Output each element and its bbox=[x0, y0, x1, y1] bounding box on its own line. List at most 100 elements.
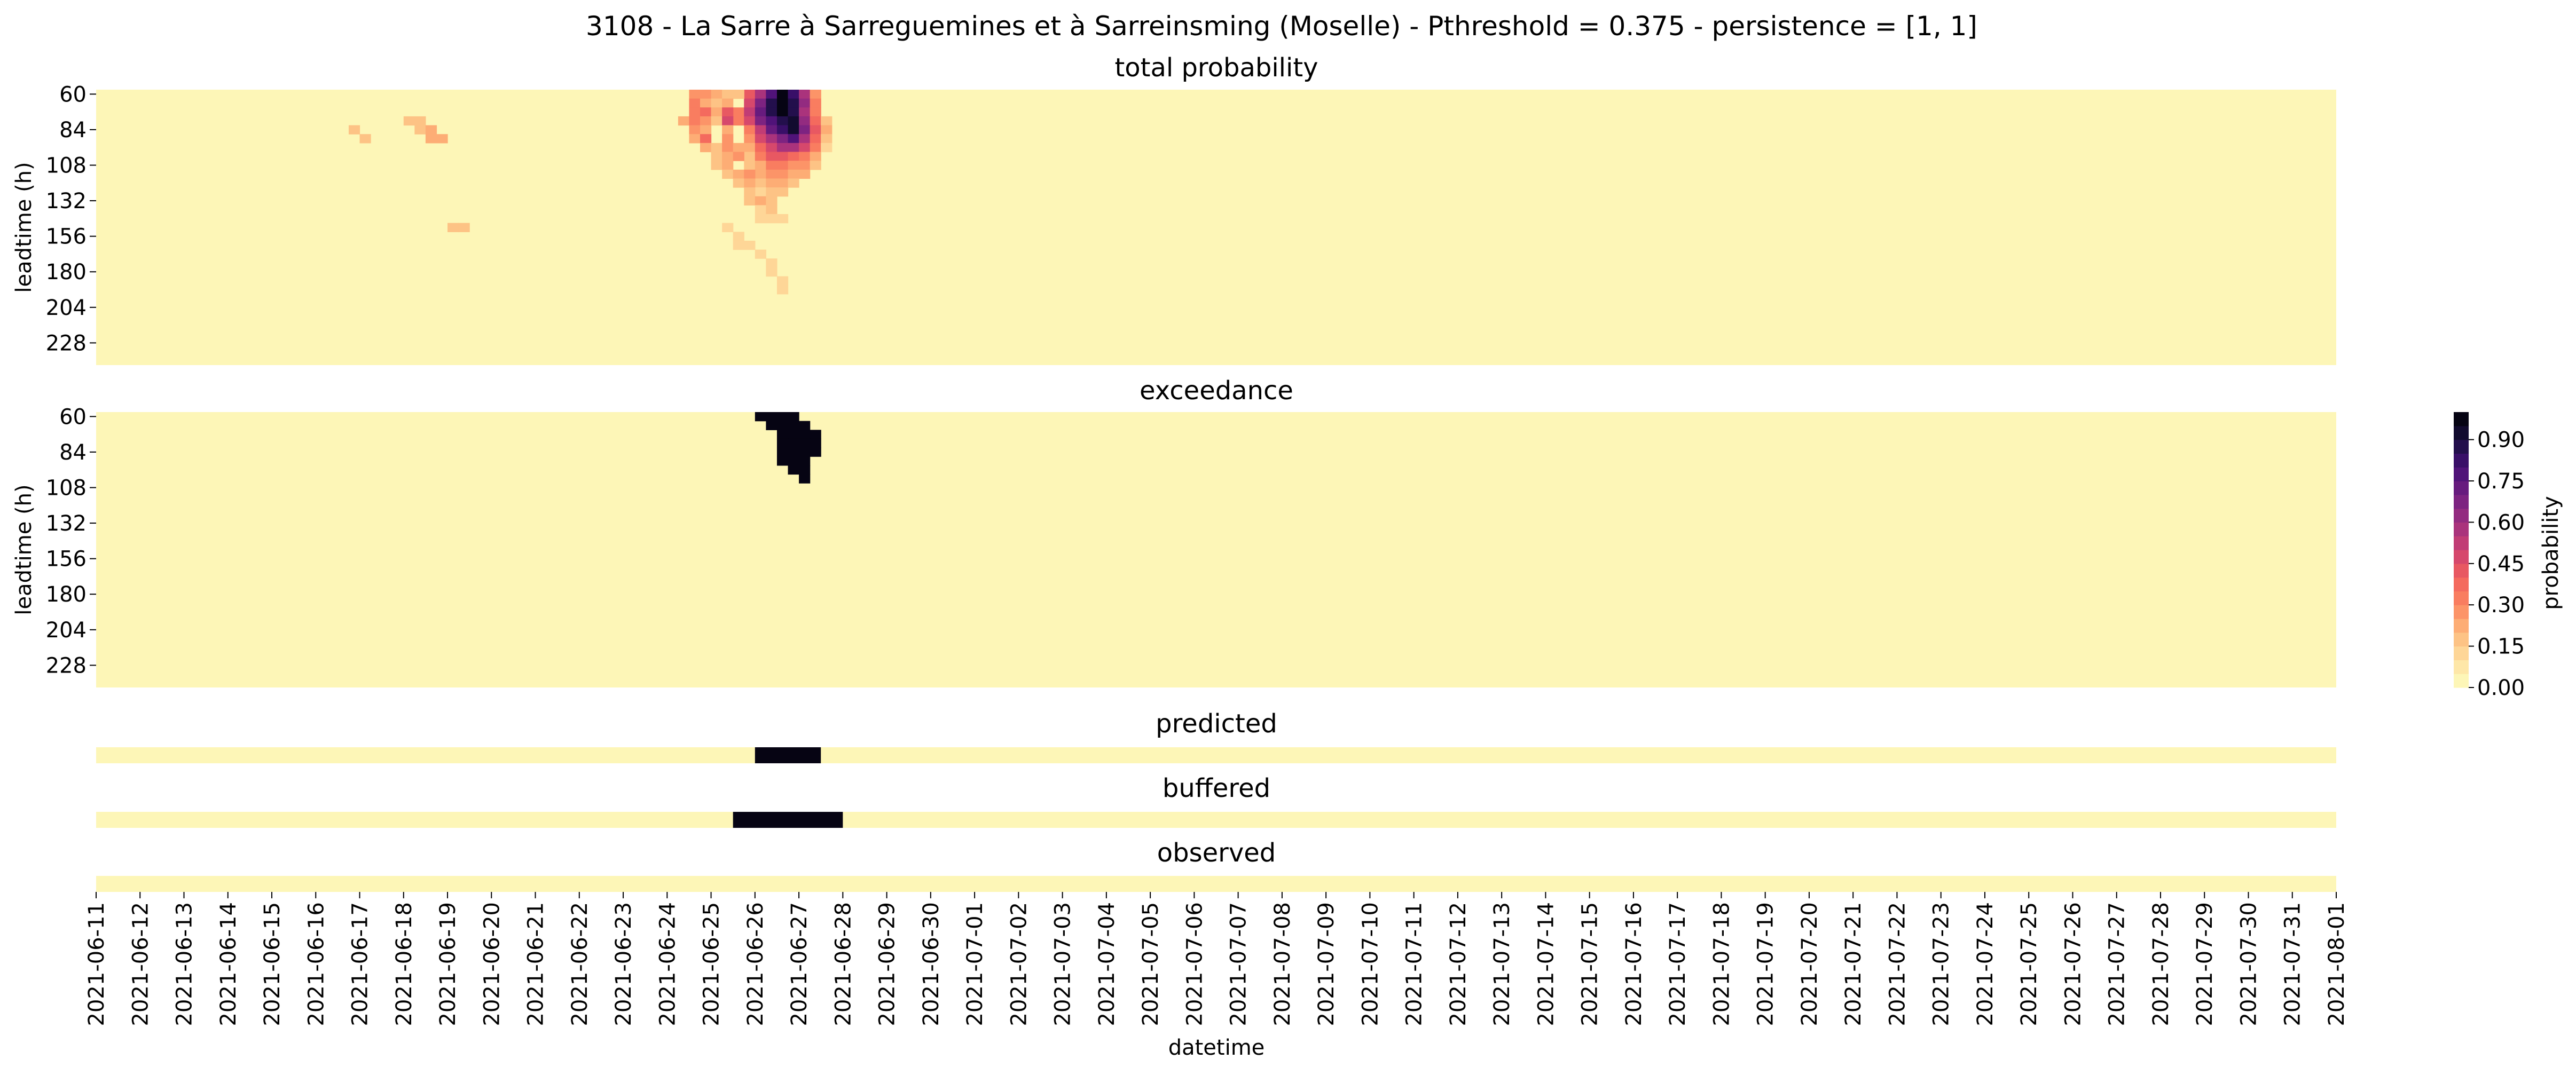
total-cell bbox=[810, 125, 821, 135]
total-cell bbox=[403, 116, 415, 126]
buffered-panel-title: buffered bbox=[1163, 773, 1270, 803]
buffered-panel: buffered bbox=[96, 773, 2336, 828]
total-cell bbox=[776, 187, 789, 197]
xtick-label: 2021-07-23 bbox=[1929, 902, 1954, 1026]
total-cell bbox=[821, 116, 833, 126]
xtick-label: 2021-07-08 bbox=[1270, 902, 1295, 1026]
total-cell bbox=[711, 116, 722, 126]
colorbar-tick-label: 0.45 bbox=[2477, 552, 2525, 576]
total-cell bbox=[414, 116, 426, 126]
exceedance-cell bbox=[755, 412, 766, 422]
total-cell bbox=[766, 90, 777, 99]
exceedance-cell bbox=[810, 438, 821, 448]
colorbar-segment bbox=[2454, 481, 2469, 495]
colorbar-segment bbox=[2454, 563, 2469, 578]
colorbar-segment bbox=[2454, 412, 2469, 426]
total-cell bbox=[788, 169, 799, 179]
total-cell bbox=[776, 285, 789, 295]
colorbar-segment bbox=[2454, 577, 2469, 591]
total-cell bbox=[766, 214, 777, 224]
colorbar-segment bbox=[2454, 591, 2469, 605]
xtick-label: 2021-06-21 bbox=[524, 902, 548, 1026]
xtick-label: 2021-06-17 bbox=[348, 902, 373, 1026]
colorbar-segment bbox=[2454, 619, 2469, 633]
colorbar-tick-label: 0.90 bbox=[2477, 428, 2525, 453]
total-cell bbox=[776, 276, 789, 286]
total-cell bbox=[744, 116, 756, 126]
ytick-label: 228 bbox=[46, 331, 87, 355]
xtick-label: 2021-07-20 bbox=[1797, 902, 1822, 1026]
total-cell bbox=[799, 161, 811, 170]
total-cell bbox=[689, 116, 701, 126]
total-cell bbox=[711, 143, 722, 153]
exceedance-cell bbox=[788, 456, 799, 466]
total-cell bbox=[711, 90, 722, 99]
total-cell bbox=[755, 169, 766, 179]
total-cell bbox=[788, 178, 799, 188]
total-cell bbox=[788, 90, 799, 99]
total-cell bbox=[776, 143, 789, 153]
exceedance-cell bbox=[776, 438, 789, 448]
total-cell bbox=[776, 134, 789, 144]
total-cell bbox=[733, 169, 744, 179]
colorbar-segment bbox=[2454, 605, 2469, 619]
total-cell bbox=[755, 143, 766, 153]
exceedance-cell bbox=[799, 456, 811, 466]
total-cell bbox=[678, 116, 690, 126]
colorbar-segment bbox=[2454, 467, 2469, 481]
total-cell bbox=[776, 90, 789, 99]
total-cell bbox=[810, 107, 821, 117]
colorbar-segment bbox=[2454, 425, 2469, 440]
observed-background bbox=[96, 876, 2336, 892]
exceedance-cell bbox=[776, 421, 789, 430]
xtick-label: 2021-06-28 bbox=[831, 902, 855, 1026]
total-cell bbox=[776, 125, 789, 135]
total-cell bbox=[700, 107, 712, 117]
total-cell bbox=[722, 169, 734, 179]
exceedance-cell bbox=[799, 465, 811, 475]
total-cell bbox=[766, 205, 777, 215]
exceedance-panel: exceedance 60 84 108 132 156 180 204 228 leadti… bbox=[12, 376, 2336, 687]
total-cell bbox=[766, 258, 777, 268]
total-cell bbox=[755, 161, 766, 170]
total-cell bbox=[766, 161, 777, 170]
total-cell bbox=[722, 223, 734, 232]
total-cell bbox=[700, 116, 712, 126]
total-cell bbox=[733, 178, 744, 188]
total-cell bbox=[766, 196, 777, 205]
ytick-label: 204 bbox=[46, 618, 87, 643]
total-cell bbox=[766, 178, 777, 188]
xtick-label: 2021-07-19 bbox=[1754, 902, 1778, 1026]
xtick-label: 2021-07-01 bbox=[963, 902, 987, 1026]
total-cell bbox=[776, 116, 789, 126]
total-cell bbox=[810, 134, 821, 144]
total-cell bbox=[755, 152, 766, 161]
exceedance-cell bbox=[788, 421, 799, 430]
xtick-label: 2021-08-01 bbox=[2324, 902, 2349, 1026]
ytick-label: 132 bbox=[46, 189, 87, 214]
total-cell bbox=[744, 152, 756, 161]
total-cell bbox=[458, 223, 470, 232]
xtick-label: 2021-06-14 bbox=[216, 902, 241, 1026]
total-cell bbox=[722, 98, 734, 108]
colorbar-segment bbox=[2454, 674, 2469, 688]
total-cell bbox=[744, 90, 756, 99]
total-cell bbox=[788, 143, 799, 153]
total-cell bbox=[755, 90, 766, 99]
xtick-label: 2021-07-21 bbox=[1841, 902, 1866, 1026]
observed-strip bbox=[96, 876, 2336, 892]
exceedance-cell bbox=[788, 438, 799, 448]
exceedance-cell bbox=[776, 456, 789, 466]
ytick-label: 180 bbox=[46, 582, 87, 607]
xtick-label: 2021-06-20 bbox=[480, 902, 504, 1026]
xtick-label: 2021-07-04 bbox=[1095, 902, 1119, 1026]
xtick-label: 2021-07-26 bbox=[2061, 902, 2085, 1026]
total-cell bbox=[799, 169, 811, 179]
xtick-label: 2021-06-29 bbox=[875, 902, 900, 1026]
x-axis-date-labels: 2021-06-11 2021-06-12 2021-06-13 2021-06-14… bbox=[84, 892, 2349, 1026]
observed-panel: observed bbox=[96, 838, 2336, 892]
exceedance-cell bbox=[799, 430, 811, 439]
exceedance-cell bbox=[799, 474, 811, 484]
total-cell bbox=[689, 125, 701, 135]
xtick-label: 2021-07-14 bbox=[1534, 902, 1558, 1026]
